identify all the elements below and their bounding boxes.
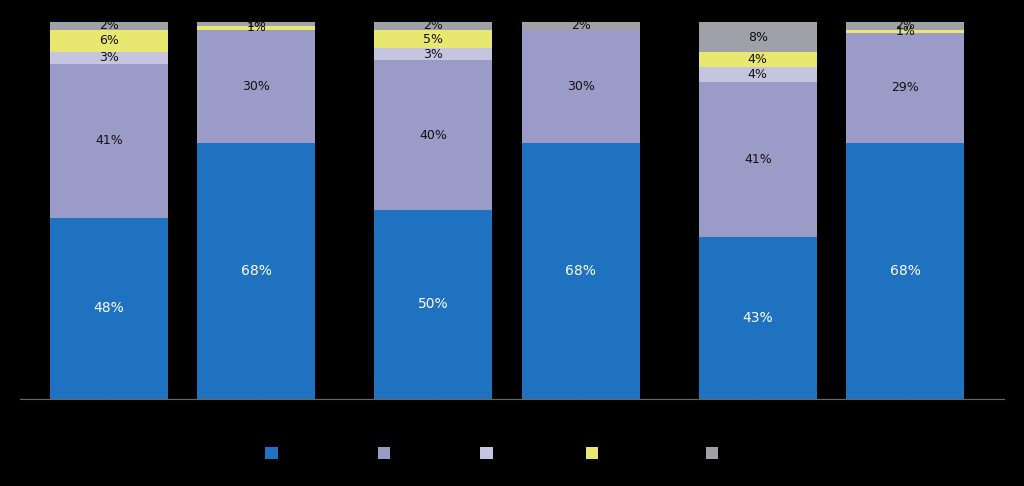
Bar (698, 22, 817, 52)
Text: 6%: 6% (99, 35, 119, 48)
Text: 50%: 50% (418, 297, 449, 312)
Bar (522, 30, 640, 142)
Text: 43%: 43% (742, 311, 773, 325)
Bar (198, 142, 315, 399)
Text: 8%: 8% (748, 31, 768, 44)
Bar (706, 447, 718, 459)
Bar (50, 52, 168, 64)
Bar (846, 30, 965, 34)
Text: 68%: 68% (565, 263, 596, 278)
Bar (522, 22, 640, 30)
Bar (378, 447, 390, 459)
Bar (50, 22, 168, 30)
Text: 48%: 48% (93, 301, 124, 315)
Bar (698, 67, 817, 82)
Text: 68%: 68% (890, 263, 921, 278)
Bar (480, 447, 493, 459)
Text: 30%: 30% (567, 80, 595, 93)
Bar (586, 447, 598, 459)
Bar (698, 237, 817, 399)
Bar (846, 142, 965, 399)
Bar (375, 60, 493, 210)
Text: 3%: 3% (423, 48, 443, 61)
Bar (198, 26, 315, 30)
Text: 1%: 1% (895, 25, 915, 38)
Text: 5%: 5% (423, 33, 443, 46)
Text: 2%: 2% (570, 19, 591, 33)
Text: 2%: 2% (423, 19, 443, 33)
Text: 1%: 1% (247, 21, 266, 34)
Text: 41%: 41% (95, 134, 123, 147)
Bar (50, 218, 168, 399)
Bar (698, 52, 817, 67)
Bar (846, 34, 965, 142)
Text: 2%: 2% (99, 19, 119, 33)
Bar (375, 30, 493, 49)
Text: 3%: 3% (99, 52, 119, 64)
Bar (375, 210, 493, 399)
Bar (375, 22, 493, 30)
Bar (375, 49, 493, 60)
Bar (198, 22, 315, 26)
Bar (846, 22, 965, 30)
Text: 2%: 2% (895, 19, 915, 33)
Bar (265, 447, 278, 459)
Text: 4%: 4% (748, 53, 768, 66)
Text: 1%: 1% (247, 17, 266, 31)
Bar (198, 30, 315, 142)
Bar (698, 82, 817, 237)
Text: 40%: 40% (420, 128, 447, 141)
Text: 29%: 29% (891, 82, 920, 94)
Bar (50, 30, 168, 52)
Text: 68%: 68% (241, 263, 271, 278)
Bar (522, 142, 640, 399)
Text: 41%: 41% (743, 153, 772, 166)
Text: 30%: 30% (243, 80, 270, 93)
Bar (50, 64, 168, 218)
Text: 4%: 4% (748, 69, 768, 81)
